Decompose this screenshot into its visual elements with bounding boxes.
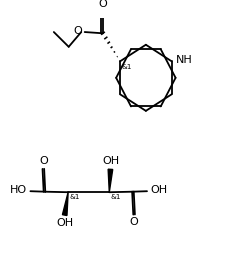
Text: NH: NH <box>175 55 192 65</box>
Text: &1: &1 <box>110 194 120 200</box>
Text: OH: OH <box>150 185 167 195</box>
Text: &1: &1 <box>69 194 79 200</box>
Text: OH: OH <box>56 218 73 228</box>
Polygon shape <box>108 169 112 192</box>
Text: HO: HO <box>10 185 27 195</box>
Text: O: O <box>40 156 48 166</box>
Text: O: O <box>73 26 82 36</box>
Text: O: O <box>128 217 137 227</box>
Text: &1: &1 <box>121 64 131 70</box>
Text: O: O <box>98 0 107 9</box>
Polygon shape <box>62 192 68 215</box>
Text: OH: OH <box>102 156 119 166</box>
